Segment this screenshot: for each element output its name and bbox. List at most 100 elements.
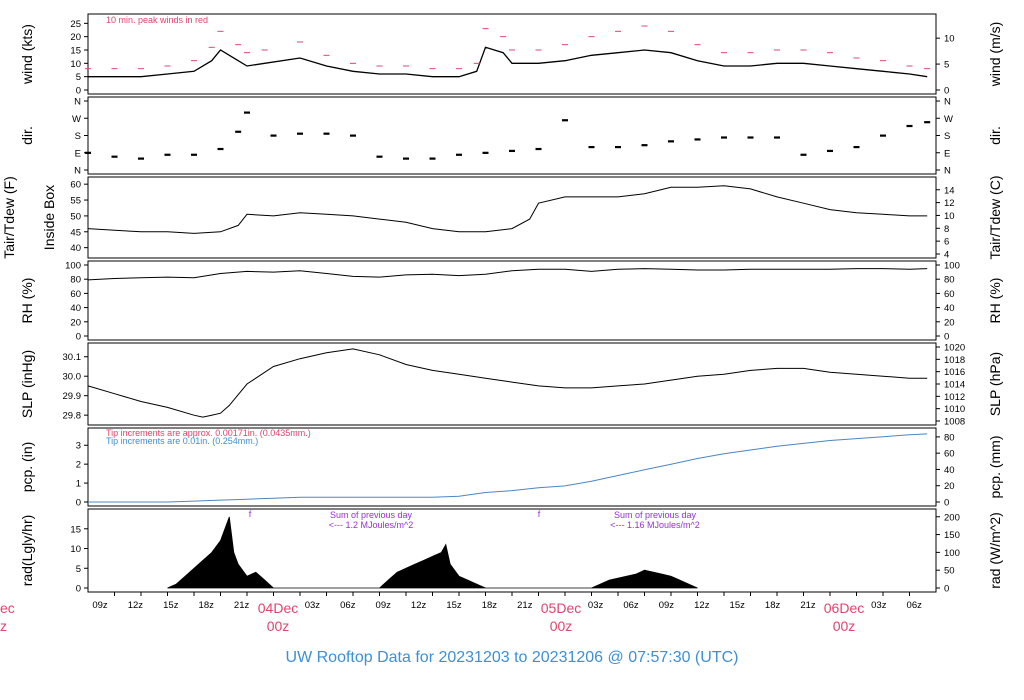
time-tick-label: 21z	[234, 600, 250, 611]
dir-ytick-label: N	[74, 166, 81, 177]
panel-wind: 0 5 10 15 20 25 0 5 10 wind (kts) wind (m/s) 10 min…	[19, 13, 1003, 97]
dir-point	[535, 147, 542, 151]
day-label-date: 05Dec	[541, 600, 581, 616]
dir-point	[562, 119, 568, 122]
panel-temp: 40 45 50 55 60 4 6 8 10 12 14 Tair/Tdew (F) Tair/Tde…	[1, 175, 1003, 260]
dir-point	[164, 153, 171, 156]
dir-point	[827, 149, 833, 153]
temp-ytick-label: 60	[70, 180, 81, 191]
dir-point	[800, 153, 807, 156]
rh-ytick-right-label: 40	[944, 303, 955, 314]
pcp-ytick-label: 3	[76, 441, 81, 452]
rh-ytick-label: 40	[70, 303, 81, 314]
day-label-cut-hour: z	[0, 618, 7, 634]
wind-ytick-label: 0	[76, 86, 81, 97]
rad-ytick-right-label: 150	[944, 530, 960, 541]
wind-ytick-label: 5	[76, 72, 81, 83]
rad-sum-label: Sum of previous day	[614, 510, 697, 520]
time-tick-label: 06z	[907, 600, 923, 611]
dir-point	[694, 138, 701, 141]
dir-point	[482, 151, 489, 154]
slp-ytick-right-label: 1020	[944, 343, 965, 354]
rh-ytick-right-label: 80	[944, 275, 955, 286]
time-tick-label: 12z	[694, 600, 710, 611]
rad-series-radiation	[167, 516, 698, 589]
time-tick-label: 18z	[199, 600, 215, 611]
temp-ytick-right-label: 12	[944, 198, 955, 209]
dir-point	[509, 149, 515, 153]
temp-ytick-right-label: 14	[944, 185, 955, 196]
dir-frame	[87, 96, 937, 175]
pcp-ytick-right-label: 20	[944, 481, 955, 492]
dir-ylabel-right: dir.	[987, 126, 1003, 145]
dir-point	[403, 157, 409, 160]
rad-marker: f	[538, 509, 541, 519]
time-tick-label: 12z	[411, 600, 427, 611]
slp-ylabel-right: SLP (hPa)	[987, 352, 1003, 416]
day-label-hour: 00z	[550, 618, 573, 634]
rh-ytick-label: 100	[65, 261, 81, 272]
dir-point	[615, 146, 621, 149]
wind-ytick-right-label: 0	[944, 86, 949, 97]
wind-ylabel: wind (kts)	[19, 24, 35, 85]
dir-ytick-label: S	[75, 131, 81, 142]
slp-ytick-label: 29.8	[63, 411, 82, 422]
dir-point	[138, 157, 144, 160]
day-label-date: 06Dec	[824, 600, 864, 616]
wind-ytick-right-label: 5	[944, 60, 949, 71]
pcp-ytick-right-label: 60	[944, 449, 955, 460]
panel-pcp: 0 1 2 3 0 20 40 60 80 pcp. (in) pcp. (mm) Tip incre…	[19, 427, 1003, 509]
rh-frame	[87, 260, 937, 341]
temp-ylabel-right: Tair/Tdew (C)	[987, 175, 1003, 259]
rad-ytick-right-label: 200	[944, 512, 960, 523]
pcp-ytick-label: 0	[76, 498, 81, 509]
time-tick-label: 15z	[163, 600, 179, 611]
dir-point	[747, 136, 754, 139]
dir-point	[668, 140, 674, 143]
pcp-ytick-label: 2	[76, 460, 81, 471]
rad-ytick-label: 0	[76, 584, 81, 595]
dir-point	[456, 153, 462, 156]
day-label-hour: 00z	[267, 618, 290, 634]
rh-ylabel-right: RH (%)	[987, 278, 1003, 324]
dir-ytick-label: W	[72, 114, 81, 125]
slp-ytick-right-label: 1016	[944, 367, 965, 378]
slp-ytick-right-label: 1010	[944, 404, 965, 415]
temp-ytick-right-label: 10	[944, 211, 955, 222]
time-tick-label: 03z	[588, 600, 604, 611]
slp-frame	[87, 342, 937, 426]
time-tick-label: 21z	[800, 600, 816, 611]
rad-ylabel: rad(Lgly/hr)	[19, 515, 35, 587]
pcp-ytick-label: 1	[76, 479, 81, 490]
dir-point	[85, 151, 91, 154]
rad-sum-value: <--- 1.2 MJoules/m^2	[329, 520, 414, 530]
slp-ytick-label: 30.0	[63, 372, 82, 383]
dir-ytick-right-label: W	[944, 114, 953, 125]
pcp-ytick-right-label: 40	[944, 465, 955, 476]
dir-point	[880, 134, 886, 137]
temp-ylabel: Tair/Tdew (F)	[1, 176, 17, 258]
slp-series-slp	[87, 348, 928, 418]
pcp-ytick-right-label: 80	[944, 432, 955, 443]
temp-frame	[87, 176, 937, 259]
dir-point	[376, 155, 383, 158]
pcp-ylabel-right: pcp. (mm)	[987, 436, 1003, 499]
dir-ytick-right-label: N	[944, 97, 951, 108]
pcp-ytick-right-label: 0	[944, 498, 949, 509]
time-tick-label: 18z	[482, 600, 498, 611]
time-tick-label: 15z	[446, 600, 462, 611]
temp-series-inside box	[87, 185, 928, 234]
wind-ytick-label: 10	[70, 59, 81, 70]
pcp-frame	[87, 427, 937, 507]
dir-point	[217, 147, 224, 151]
wind-ytick-label: 15	[70, 46, 81, 57]
dir-point	[641, 144, 648, 147]
time-tick-label: 03z	[305, 600, 321, 611]
time-tick-label: 09z	[376, 600, 392, 611]
rh-ylabel: RH (%)	[19, 278, 35, 324]
rad-sum-value: <--- 1.16 MJoules/m^2	[610, 520, 700, 530]
dir-ytick-label: N	[74, 97, 81, 108]
dir-point	[191, 153, 197, 156]
